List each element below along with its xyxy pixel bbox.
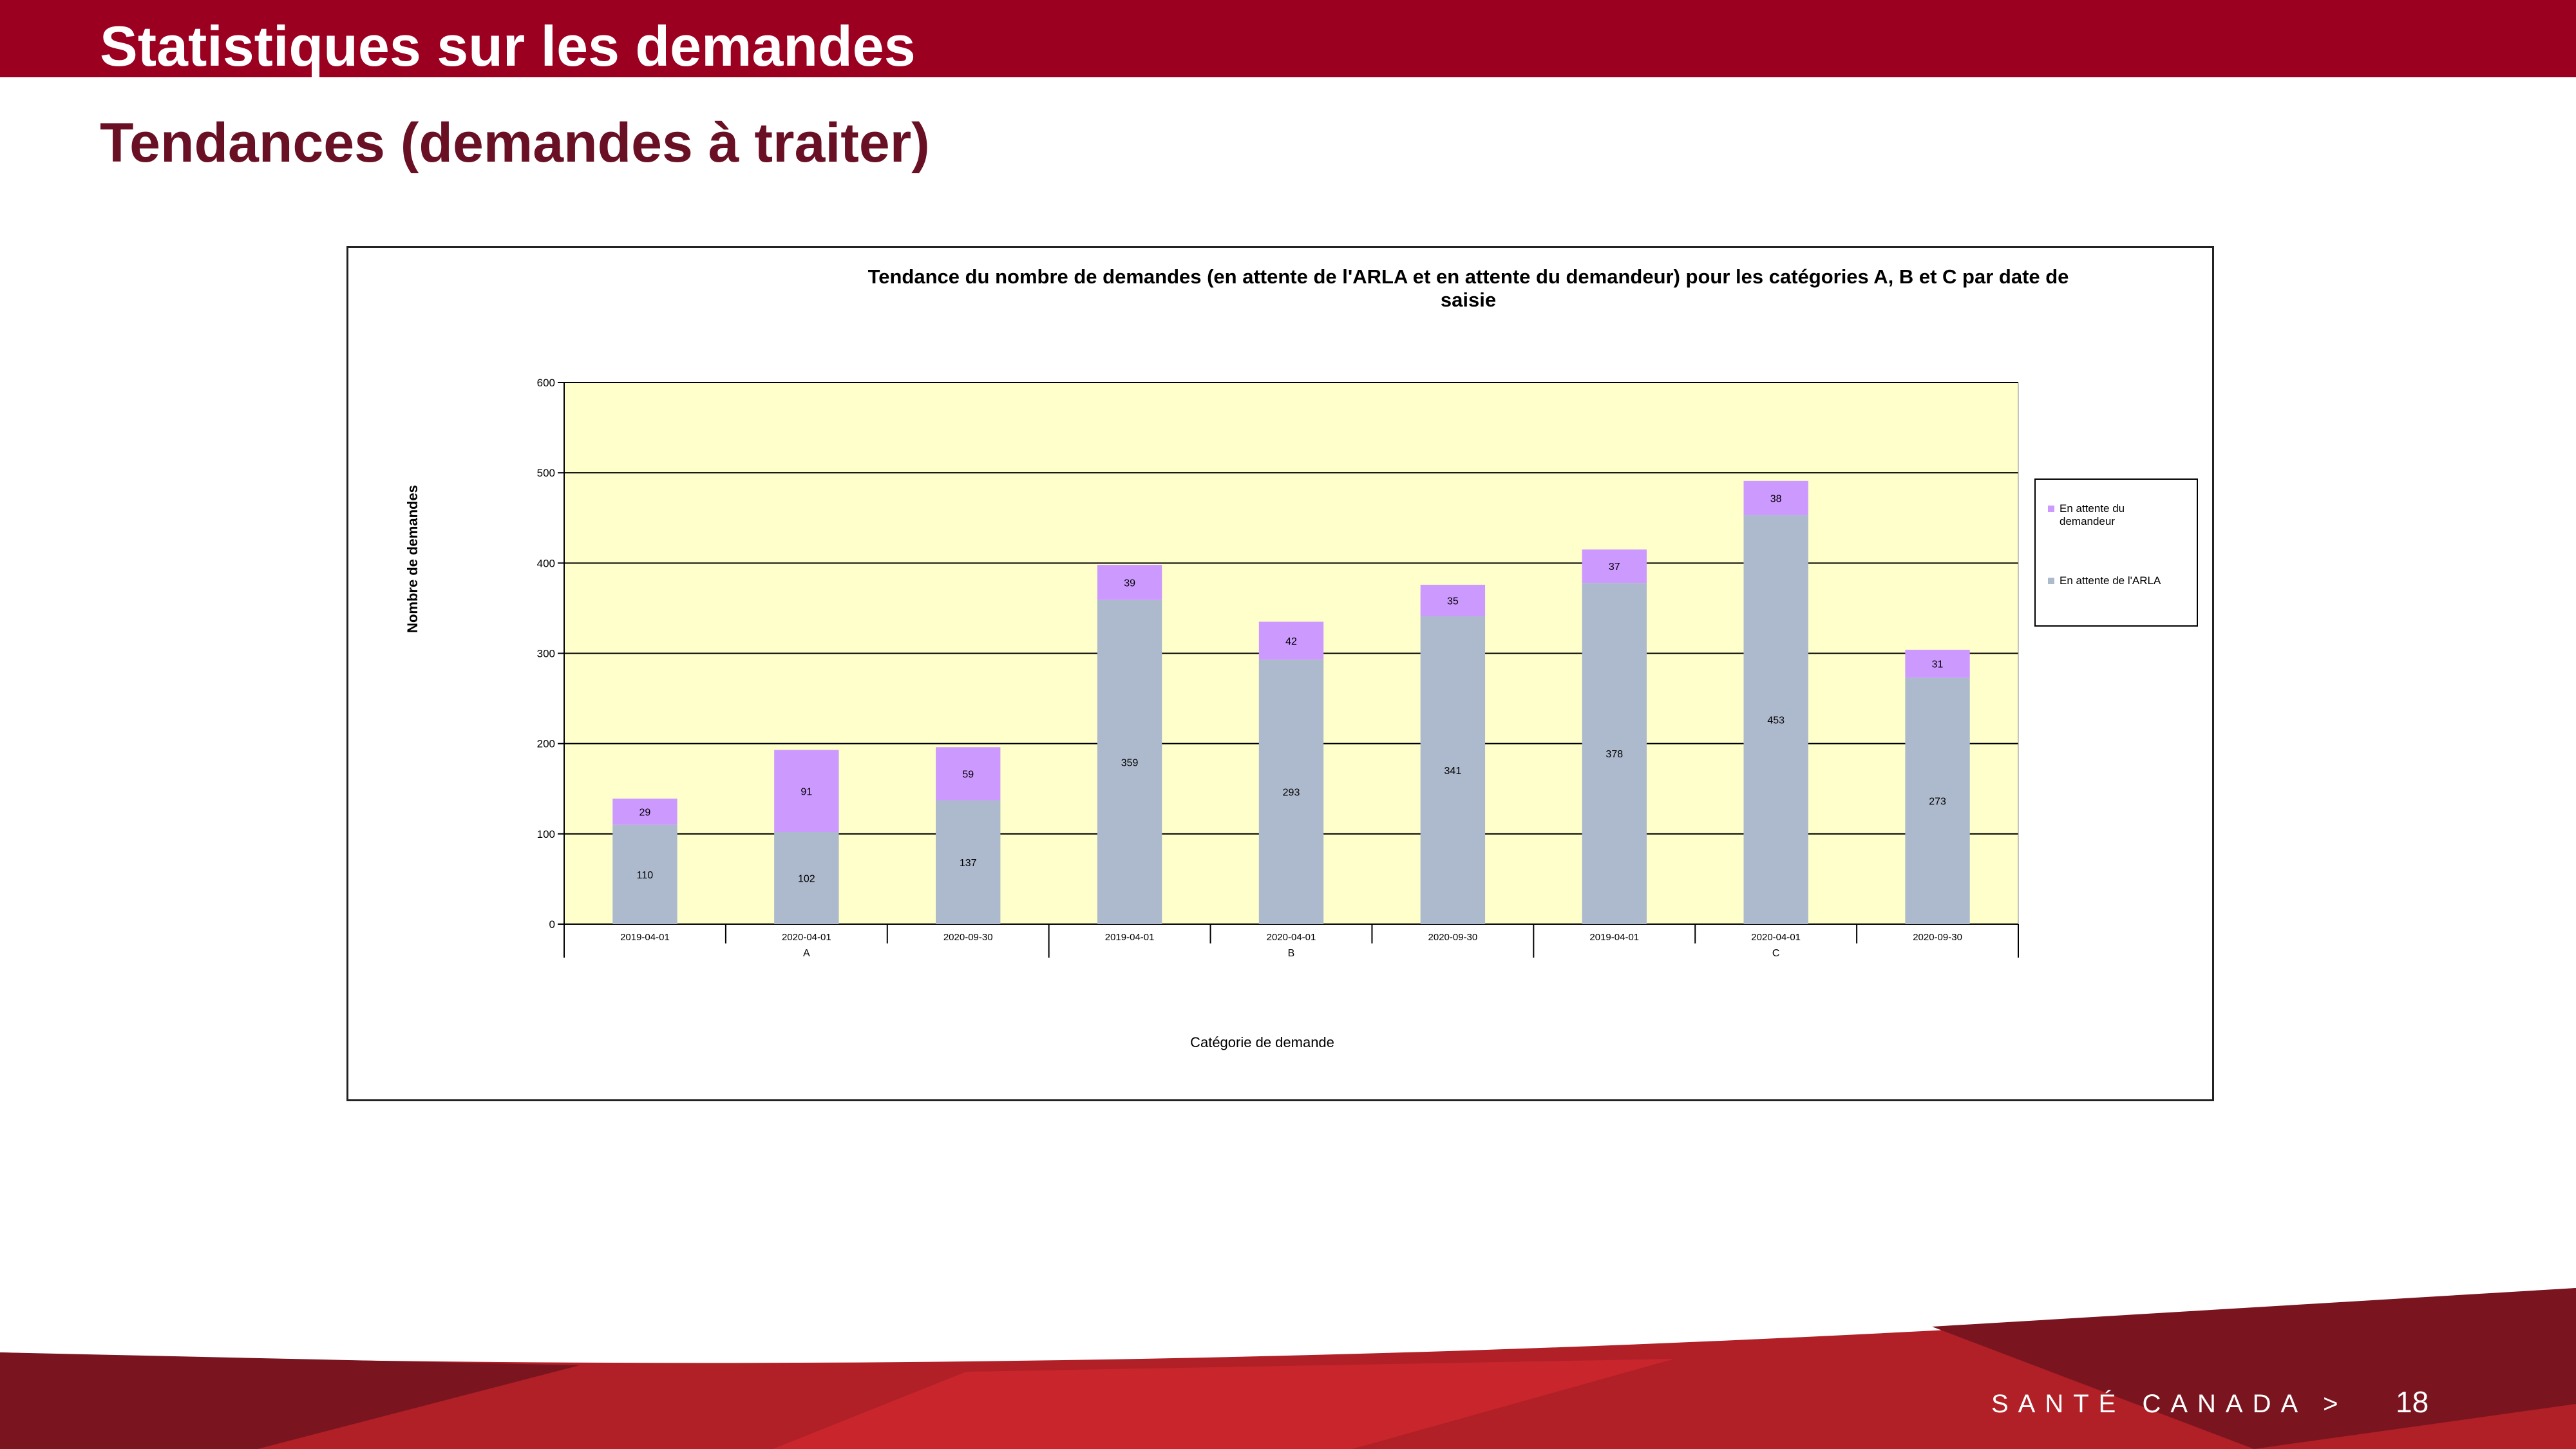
y-tick-label: 400 — [537, 557, 555, 569]
y-tick-label: 600 — [537, 377, 555, 389]
data-label-demandeur: 39 — [1124, 578, 1135, 589]
x-tick-label: 2019-04-01 — [1589, 932, 1639, 943]
data-label-demandeur: 42 — [1285, 636, 1297, 647]
legend-swatch — [2048, 506, 2054, 512]
bar-arla — [1097, 600, 1162, 924]
bar-demandeur — [1258, 621, 1324, 660]
y-tick-label: 0 — [549, 918, 555, 931]
bar-demandeur — [774, 750, 839, 833]
legend-label: demandeur — [2060, 515, 2115, 527]
footer-facet — [0, 1352, 580, 1449]
page-number: 18 — [2396, 1385, 2429, 1419]
group-label: A — [803, 948, 810, 959]
bar-arla — [774, 832, 839, 924]
x-tick-label: 2020-09-30 — [1913, 932, 1962, 943]
footer-band — [0, 1288, 2576, 1449]
data-label-arla: 102 — [798, 874, 815, 885]
footer-facet — [1932, 1288, 2576, 1449]
data-label-arla: 453 — [1767, 715, 1785, 726]
data-label-demandeur: 59 — [962, 770, 974, 781]
bar-demandeur — [1097, 565, 1162, 600]
x-tick-label: 2020-04-01 — [782, 932, 831, 943]
x-tick-label: 2020-04-01 — [1267, 932, 1316, 943]
brand-wordmark: SANTÉ CANADA > — [1991, 1390, 2348, 1418]
bar-arla — [936, 800, 1001, 924]
bar-arla — [1420, 616, 1486, 924]
bar-arla — [1905, 677, 1970, 924]
x-tick-label: 2020-04-01 — [1751, 932, 1801, 943]
bar-arla — [612, 824, 677, 924]
footer-facet — [773, 1359, 1674, 1449]
bar-demandeur — [936, 747, 1001, 800]
data-label-demandeur: 38 — [1770, 493, 1782, 504]
y-tick-label: 500 — [537, 467, 555, 479]
x-tick-label: 2019-04-01 — [1105, 932, 1155, 943]
data-label-arla: 137 — [960, 858, 977, 869]
bar-demandeur — [1743, 480, 1808, 516]
y-axis-title: Nombre de demandes — [404, 485, 421, 633]
data-label-arla: 378 — [1605, 749, 1623, 760]
x-tick-label: 2019-04-01 — [620, 932, 670, 943]
chart-title-line: Tendance du nombre de demandes (en atten… — [868, 265, 2069, 288]
data-label-arla: 341 — [1444, 766, 1462, 777]
y-tick-label: 300 — [537, 648, 555, 660]
legend-label: En attente de l'ARLA — [2060, 574, 2161, 587]
bar-arla — [1743, 515, 1808, 924]
data-label-arla: 359 — [1121, 757, 1139, 768]
y-tick-label: 100 — [537, 828, 555, 840]
x-axis-title: Catégorie de demande — [1190, 1034, 1334, 1050]
bar-demandeur — [1582, 549, 1647, 583]
group-label: C — [1772, 948, 1780, 959]
bar-demandeur — [612, 799, 677, 825]
data-label-demandeur: 35 — [1447, 596, 1459, 607]
group-label: B — [1288, 948, 1295, 959]
data-label-arla: 273 — [1929, 797, 1946, 808]
slide-title: Statistiques sur les demandes — [100, 14, 916, 78]
y-tick-label: 200 — [537, 738, 555, 750]
bar-demandeur — [1905, 649, 1970, 678]
legend-swatch — [2048, 578, 2054, 584]
chart-title-line: saisie — [1441, 289, 1496, 311]
data-label-demandeur: 37 — [1609, 562, 1620, 573]
bar-demandeur — [1420, 584, 1486, 617]
slide-subtitle: Tendances (demandes à traiter) — [100, 112, 930, 174]
data-label-demandeur: 31 — [1932, 659, 1944, 670]
title-banner — [0, 0, 2576, 77]
bar-arla — [1258, 659, 1324, 924]
data-label-demandeur: 91 — [800, 786, 812, 797]
x-tick-label: 2020-09-30 — [1428, 932, 1478, 943]
data-label-demandeur: 29 — [639, 807, 651, 818]
data-label-arla: 293 — [1283, 788, 1300, 799]
x-tick-label: 2020-09-30 — [943, 932, 993, 943]
data-label-arla: 110 — [637, 870, 654, 881]
legend-label: En attente du — [2060, 502, 2125, 515]
bar-arla — [1582, 583, 1647, 924]
legend-box — [2034, 478, 2198, 627]
